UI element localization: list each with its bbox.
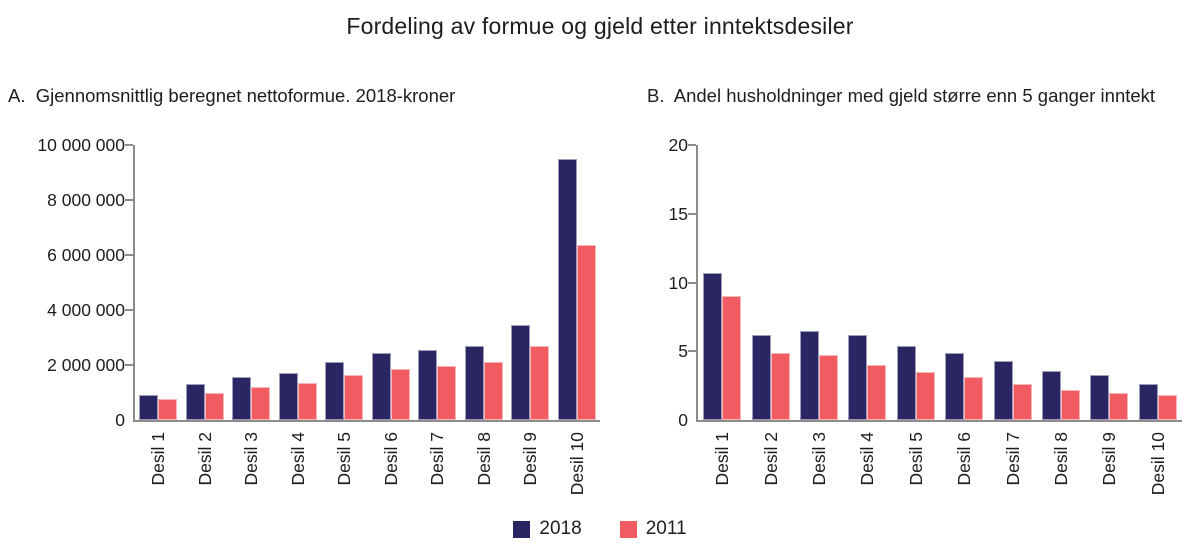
legend-item-2018: 2018	[513, 518, 582, 540]
bar-2018-desil-6	[371, 352, 391, 420]
bar-2011-desil-2	[770, 352, 790, 420]
bar-2011-desil-8	[483, 362, 503, 420]
y-tick-label: 6 000 000	[47, 245, 125, 265]
legend-swatch-2011-icon	[619, 520, 637, 538]
panel-b-title: B. Andel husholdninger med gjeld større …	[647, 85, 1156, 106]
y-tick-label: 0	[115, 410, 125, 430]
bar-2011-desil-10	[1157, 395, 1177, 420]
bar-2011-desil-3	[819, 355, 838, 420]
bar-2011-desil-1	[722, 296, 742, 420]
bar-2018-desil-9	[1090, 374, 1110, 420]
y-tick-label: 5	[678, 341, 688, 362]
bar-2011-desil-1	[158, 399, 178, 420]
x-axis-line	[133, 420, 600, 422]
bar-2011-desil-2	[204, 392, 224, 420]
bar-2011-desil-5	[915, 371, 935, 420]
bar-2011-desil-7	[437, 366, 457, 420]
bar-2018-desil-1	[703, 272, 723, 420]
y-tick-label: 20	[668, 135, 688, 155]
bar-2018-desil-4	[278, 373, 298, 420]
x-tick-label-desil-7: Desil 7	[1002, 432, 1023, 486]
legend: 2018 2011	[0, 518, 1200, 540]
y-tick-label: 2 000 000	[47, 355, 125, 375]
x-tick-label-desil-6: Desil 6	[954, 432, 975, 486]
x-tick-label-desil-4: Desil 4	[857, 432, 878, 486]
bar-2011-desil-4	[297, 382, 317, 420]
panel-a-title: A. Gjennomsnittlig beregnet nettoformue.…	[8, 85, 456, 106]
y-tick	[688, 144, 696, 146]
bar-2018-desil-9	[511, 325, 531, 420]
x-tick-label-desil-2: Desil 2	[760, 432, 781, 486]
bar-2018-desil-4	[848, 334, 868, 420]
y-tick-label: 0	[678, 410, 688, 430]
y-tick	[688, 212, 696, 215]
bar-2018-desil-1	[139, 395, 159, 420]
bar-2011-desil-6	[390, 369, 410, 420]
bar-2018-desil-8	[1042, 370, 1061, 420]
bar-2018-desil-2	[751, 334, 771, 420]
bar-2018-desil-3	[800, 330, 819, 420]
bar-2018-desil-3	[232, 377, 252, 420]
x-tick-label-desil-8: Desil 8	[1051, 432, 1071, 486]
x-tick-label-desil-3: Desil 3	[809, 432, 829, 486]
y-tick-label: 8 000 000	[47, 190, 125, 210]
y-tick	[125, 364, 133, 366]
bar-2011-desil-9	[530, 345, 550, 420]
bar-2011-desil-4	[867, 365, 887, 420]
y-tick	[125, 309, 133, 311]
legend-label-2018: 2018	[539, 518, 582, 539]
legend-label-2011: 2011	[645, 518, 687, 539]
y-axis-line	[133, 145, 135, 422]
x-tick-label-desil-1: Desil 1	[712, 432, 733, 486]
bar-2011-desil-9	[1109, 392, 1129, 420]
y-tick	[125, 199, 133, 201]
y-tick-label: 10	[668, 272, 688, 293]
bar-2011-desil-10	[576, 245, 596, 420]
bar-2011-desil-3	[251, 387, 271, 420]
y-axis-line	[696, 145, 698, 422]
y-tick-label: 10 000 000	[37, 135, 125, 155]
bar-2018-desil-7	[418, 349, 438, 420]
bar-2018-desil-8	[464, 345, 484, 420]
bar-2018-desil-7	[993, 360, 1013, 420]
bar-2018-desil-10	[557, 158, 577, 420]
x-axis-line	[696, 420, 1182, 422]
y-tick	[125, 254, 133, 256]
x-tick-label-desil-9: Desil 9	[1099, 432, 1120, 486]
y-tick	[688, 281, 696, 284]
bar-2018-desil-6	[945, 352, 965, 420]
bar-2011-desil-6	[964, 377, 984, 420]
bar-2018-desil-10	[1138, 384, 1158, 420]
bar-2011-desil-7	[1012, 384, 1032, 420]
y-tick	[688, 350, 696, 353]
y-tick-label: 15	[668, 203, 688, 224]
legend-swatch-2018-icon	[513, 520, 531, 538]
bar-2011-desil-5	[344, 374, 364, 420]
y-tick	[125, 144, 133, 146]
bar-2018-desil-5	[325, 362, 345, 420]
figure-title: Fordeling av formue og gjeld etter innte…	[346, 13, 854, 39]
bar-2018-desil-5	[896, 345, 916, 420]
x-tick-label-desil-10: Desil 10	[1147, 432, 1168, 496]
bar-2018-desil-2	[185, 384, 205, 420]
bar-2011-desil-8	[1061, 389, 1080, 420]
y-tick-label: 4 000 000	[47, 300, 125, 320]
legend-item-2011: 2011	[619, 518, 687, 540]
x-tick-label-desil-5: Desil 5	[905, 432, 926, 486]
